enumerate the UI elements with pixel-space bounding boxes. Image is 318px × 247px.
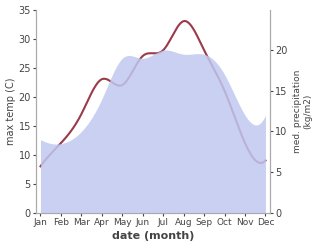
X-axis label: date (month): date (month) [112,231,194,242]
Y-axis label: max temp (C): max temp (C) [5,77,16,145]
Y-axis label: med. precipitation
(kg/m2): med. precipitation (kg/m2) [293,69,313,153]
